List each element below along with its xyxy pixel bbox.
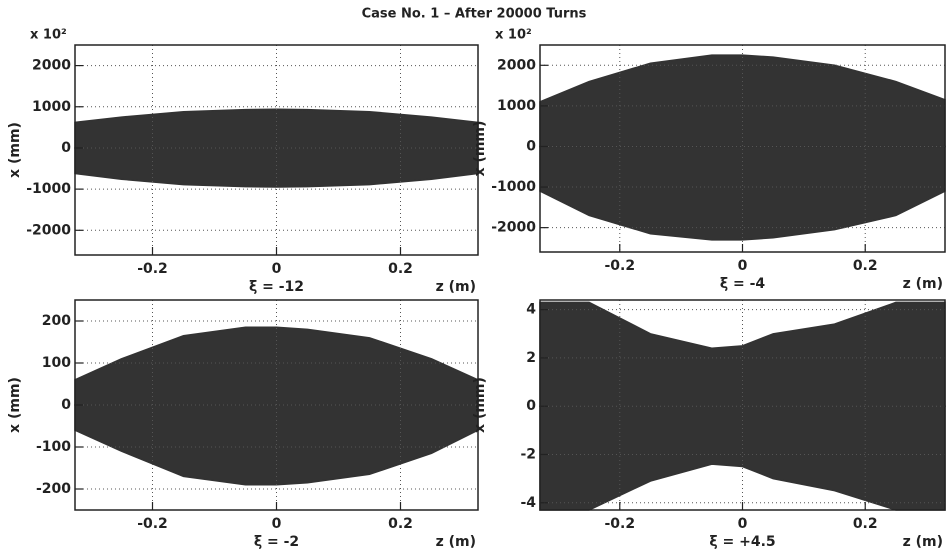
x-axis-label: z (m) <box>903 534 943 550</box>
panel: -4 -2 0 2 4 -0.2 0 0.2 x (mm) z (m) ξ = +4.5 <box>472 299 946 550</box>
y-axis-label: x (mm) <box>472 121 488 177</box>
y-tick-label: 1000 <box>497 98 536 114</box>
y-tick-label: 4 <box>526 302 536 318</box>
trajectory-band <box>539 301 946 407</box>
plot-frame <box>539 299 946 511</box>
trajectory-band <box>74 108 479 149</box>
x-tick-label: 0.2 <box>853 258 878 274</box>
panel: -2000 -1000 0 1000 2000 -0.2 0 0.2 x 10² x (mm) z … <box>7 28 479 295</box>
y-tick-label: -1000 <box>26 181 71 197</box>
x-axis-label: z (m) <box>436 279 476 295</box>
panel: -2000 -1000 0 1000 2000 -0.2 0 0.2 x 10² x (mm) z … <box>472 28 946 292</box>
x-tick-label: -0.2 <box>137 261 168 277</box>
panel-annotation: ξ = -12 <box>249 279 304 295</box>
y-tick-label: -4 <box>520 495 536 511</box>
x-tick-label: -0.2 <box>604 516 635 532</box>
panel: -200 -100 0 100 200 -0.2 0 0.2 x (mm) z (m) ξ = -2 <box>7 299 479 550</box>
trajectory-band <box>74 326 479 406</box>
y-axis-label: x (mm) <box>7 377 23 433</box>
y-tick-label: -100 <box>36 439 71 455</box>
y-tick-label: -1000 <box>491 179 536 195</box>
x-tick-label: 0 <box>738 516 748 532</box>
y-tick-label: 2000 <box>32 58 71 74</box>
x-tick-label: -0.2 <box>137 516 168 532</box>
x-tick-label: 0.2 <box>388 516 413 532</box>
y-tick-label: 2 <box>526 350 536 366</box>
x-tick-label: 0.2 <box>388 261 413 277</box>
y-tick-label: 1000 <box>32 99 71 115</box>
y-tick-label: 0 <box>61 397 71 413</box>
y-tick-label: 0 <box>61 140 71 156</box>
y-tick-label: 100 <box>42 355 71 371</box>
x-tick-label: 0 <box>738 258 748 274</box>
x-tick-label: 0 <box>272 261 282 277</box>
y-multiplier: x 10² <box>30 28 67 43</box>
x-tick-label: -0.2 <box>604 258 635 274</box>
y-multiplier: x 10² <box>495 28 532 43</box>
x-tick-label: 0.2 <box>853 516 878 532</box>
y-axis-label: x (mm) <box>472 377 488 433</box>
y-tick-label: 0 <box>526 138 536 154</box>
plot-frame <box>74 299 479 511</box>
trajectory-band <box>74 147 479 188</box>
y-tick-label: 200 <box>42 313 71 329</box>
y-tick-label: -2000 <box>491 220 536 236</box>
figure-title: Case No. 1 – After 20000 Turns <box>362 7 587 22</box>
y-axis-label: x (mm) <box>7 122 23 178</box>
x-axis-label: z (m) <box>436 534 476 550</box>
y-tick-label: 2000 <box>497 57 536 73</box>
trajectory-band <box>539 405 946 511</box>
x-axis-label: z (m) <box>903 276 943 292</box>
panel-annotation: ξ = -2 <box>254 534 299 550</box>
y-tick-label: -2 <box>520 446 536 462</box>
y-tick-label: -200 <box>36 481 71 497</box>
y-tick-label: -2000 <box>26 222 71 238</box>
panel-annotation: ξ = -4 <box>720 276 766 292</box>
trajectory-band <box>539 54 946 148</box>
plot-frame <box>74 44 479 256</box>
x-tick-label: 0 <box>272 516 282 532</box>
plot-frame <box>539 44 946 253</box>
panel-annotation: ξ = +4.5 <box>709 534 775 550</box>
y-tick-label: 0 <box>526 398 536 414</box>
